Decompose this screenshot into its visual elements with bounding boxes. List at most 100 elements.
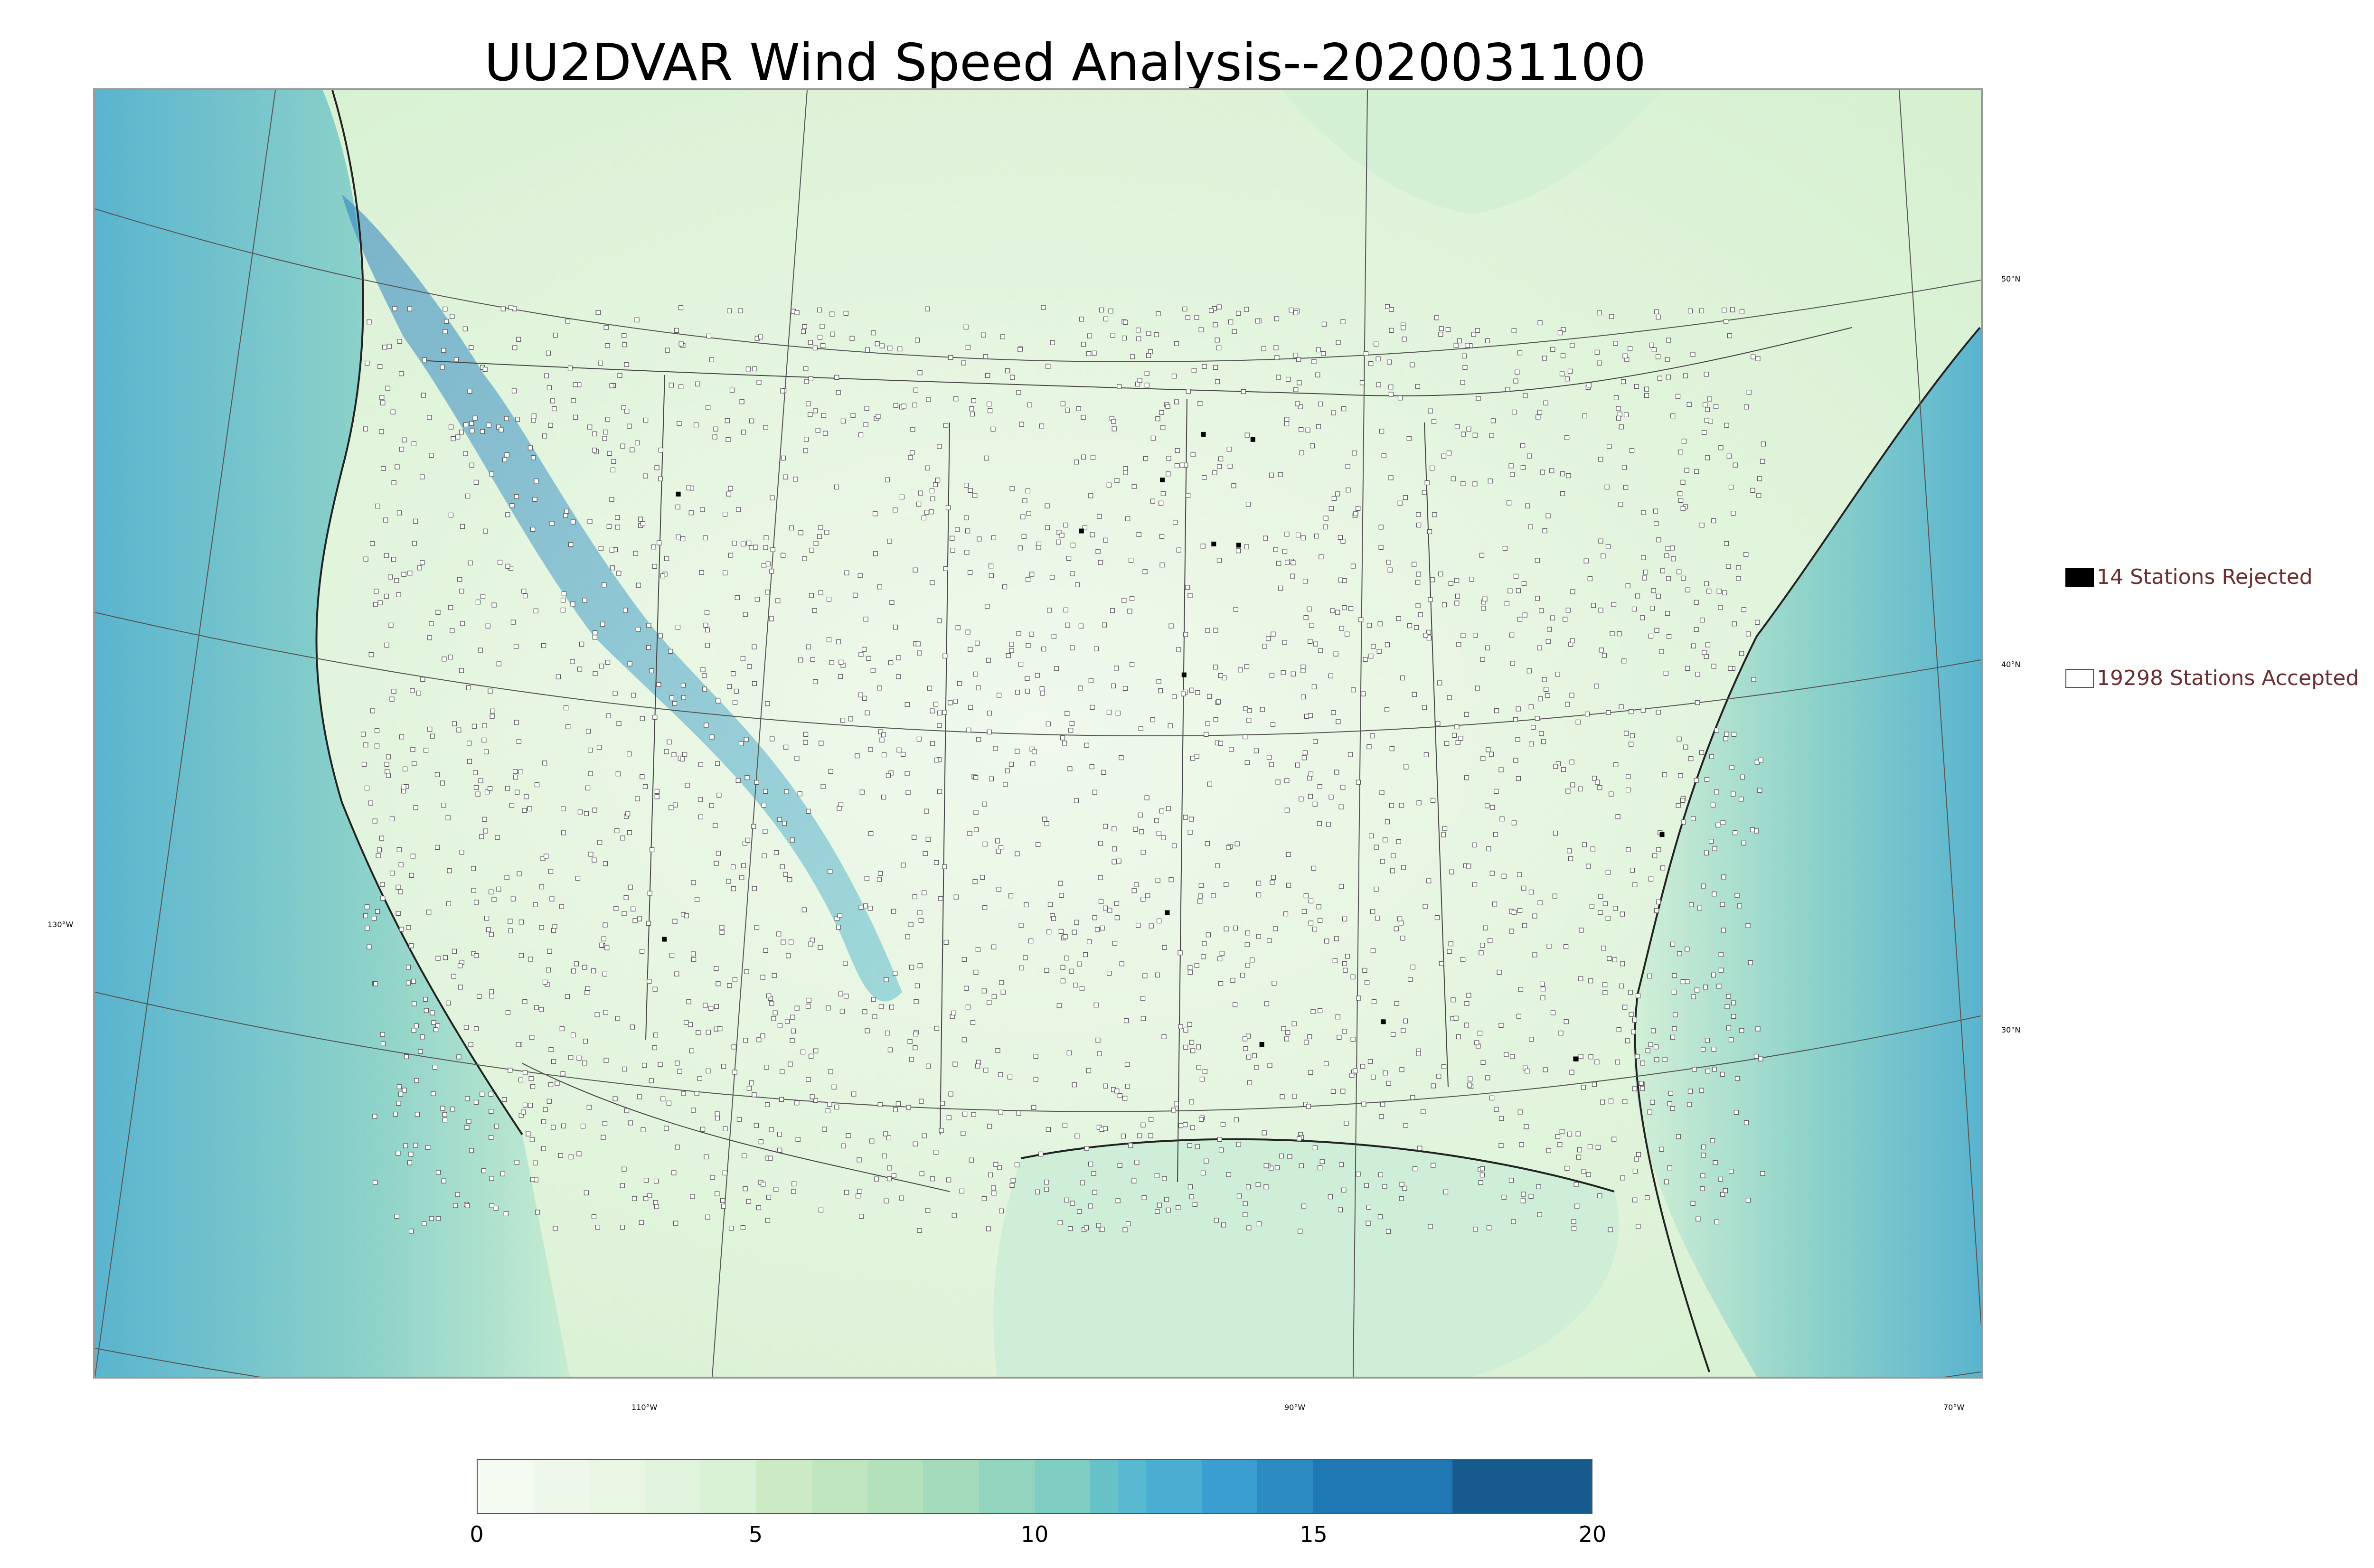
station-accepted-marker — [521, 1109, 526, 1115]
coastline — [315, 90, 1981, 1372]
station-accepted-marker — [1161, 1034, 1167, 1039]
station-accepted-marker — [448, 654, 453, 660]
station-accepted-marker — [1694, 987, 1700, 993]
station-accepted-marker — [1564, 1165, 1570, 1171]
station-accepted-marker — [1159, 534, 1165, 539]
station-accepted-marker — [592, 635, 598, 640]
lon-label-130w: 130°W — [47, 920, 74, 929]
station-accepted-marker — [1629, 1012, 1634, 1017]
station-accepted-marker — [794, 1100, 800, 1106]
station-accepted-marker — [930, 496, 935, 502]
station-accepted-marker — [1665, 357, 1670, 362]
station-accepted-marker — [1607, 956, 1612, 961]
station-accepted-marker — [386, 754, 391, 760]
station-accepted-marker — [1473, 633, 1478, 638]
station-accepted-marker — [1119, 755, 1124, 761]
station-accepted-marker — [1448, 581, 1453, 586]
station-accepted-marker — [1205, 628, 1210, 633]
station-accepted-marker — [1385, 819, 1390, 825]
station-accepted-marker — [1701, 1047, 1706, 1052]
station-accepted-marker — [1643, 569, 1649, 575]
station-accepted-marker — [1178, 950, 1183, 956]
station-accepted-marker — [843, 310, 848, 316]
station-accepted-marker — [568, 542, 574, 547]
station-accepted-marker — [546, 350, 551, 356]
station-accepted-marker — [624, 362, 629, 367]
station-accepted-marker — [921, 515, 927, 521]
station-accepted-marker — [1150, 435, 1156, 441]
station-accepted-marker — [627, 423, 632, 429]
station-accepted-marker — [1092, 350, 1097, 356]
station-accepted-marker — [1571, 1226, 1577, 1231]
station-accepted-marker — [377, 847, 382, 853]
station-accepted-marker — [924, 509, 929, 515]
station-accepted-marker — [1273, 345, 1279, 350]
station-accepted-marker — [411, 1028, 416, 1033]
station-accepted-marker — [623, 895, 629, 901]
station-accepted-marker — [896, 655, 901, 660]
station-accepted-marker — [1164, 1197, 1169, 1202]
station-accepted-marker — [1468, 1076, 1473, 1081]
station-accepted-marker — [643, 1196, 649, 1201]
station-accepted-marker — [389, 696, 395, 702]
station-accepted-marker — [1343, 967, 1348, 973]
station-accepted-marker — [1678, 498, 1684, 503]
station-accepted-marker — [710, 1175, 715, 1180]
station-accepted-marker — [420, 474, 425, 479]
station-accepted-marker — [917, 650, 922, 656]
station-accepted-marker — [705, 1214, 710, 1220]
station-accepted-marker — [1122, 685, 1128, 691]
station-accepted-marker — [1472, 882, 1478, 887]
station-accepted-marker — [429, 621, 434, 626]
station-accepted-marker — [1141, 1195, 1147, 1200]
station-accepted-marker — [1652, 853, 1658, 858]
station-accepted-marker — [1173, 520, 1178, 525]
station-accepted-marker — [769, 1127, 774, 1132]
station-accepted-marker — [756, 380, 762, 385]
station-accepted-marker — [1751, 354, 1756, 359]
station-accepted-marker — [1746, 390, 1752, 395]
station-accepted-marker — [406, 925, 411, 930]
station-accepted-marker — [529, 1137, 535, 1142]
station-accepted-marker — [500, 306, 506, 311]
station-accepted-marker — [1331, 496, 1337, 501]
station-accepted-marker — [1434, 915, 1440, 920]
station-accepted-marker — [671, 752, 677, 757]
station-accepted-marker — [1609, 314, 1614, 319]
station-accepted-marker — [658, 1062, 663, 1067]
station-accepted-marker — [1454, 601, 1460, 606]
station-accepted-marker — [637, 1094, 642, 1099]
station-accepted-marker — [878, 1004, 884, 1009]
station-accepted-marker — [1457, 338, 1462, 344]
station-accepted-marker — [1270, 722, 1276, 727]
station-accepted-marker — [988, 1172, 993, 1178]
station-accepted-marker — [431, 1020, 436, 1025]
station-accepted-marker — [1553, 764, 1558, 769]
station-accepted-marker — [694, 897, 700, 902]
station-accepted-marker — [1555, 761, 1561, 767]
colorbar-segment — [1146, 1460, 1202, 1513]
station-accepted-marker — [1610, 631, 1615, 636]
station-accepted-marker — [368, 652, 374, 657]
station-accepted-marker — [781, 455, 786, 461]
station-accepted-marker — [588, 852, 594, 857]
station-accepted-marker — [1262, 1130, 1267, 1136]
station-accepted-marker — [1753, 1053, 1759, 1059]
station-accepted-marker — [1326, 822, 1331, 827]
station-accepted-marker — [677, 421, 682, 426]
station-accepted-marker — [565, 319, 570, 324]
station-accepted-marker — [864, 406, 869, 411]
station-accepted-marker — [1066, 555, 1072, 561]
station-accepted-marker — [1481, 606, 1486, 611]
station-accepted-marker — [1311, 684, 1317, 689]
station-accepted-marker — [652, 563, 657, 569]
station-accepted-marker — [1088, 1203, 1093, 1209]
station-accepted-marker — [1328, 794, 1334, 800]
station-accepted-marker — [763, 789, 768, 794]
station-accepted-marker — [1158, 688, 1163, 694]
station-accepted-marker — [420, 1034, 425, 1040]
station-accepted-marker — [765, 1102, 770, 1107]
station-accepted-marker — [876, 414, 881, 419]
station-accepted-marker — [1060, 978, 1066, 984]
station-accepted-marker — [407, 571, 413, 576]
